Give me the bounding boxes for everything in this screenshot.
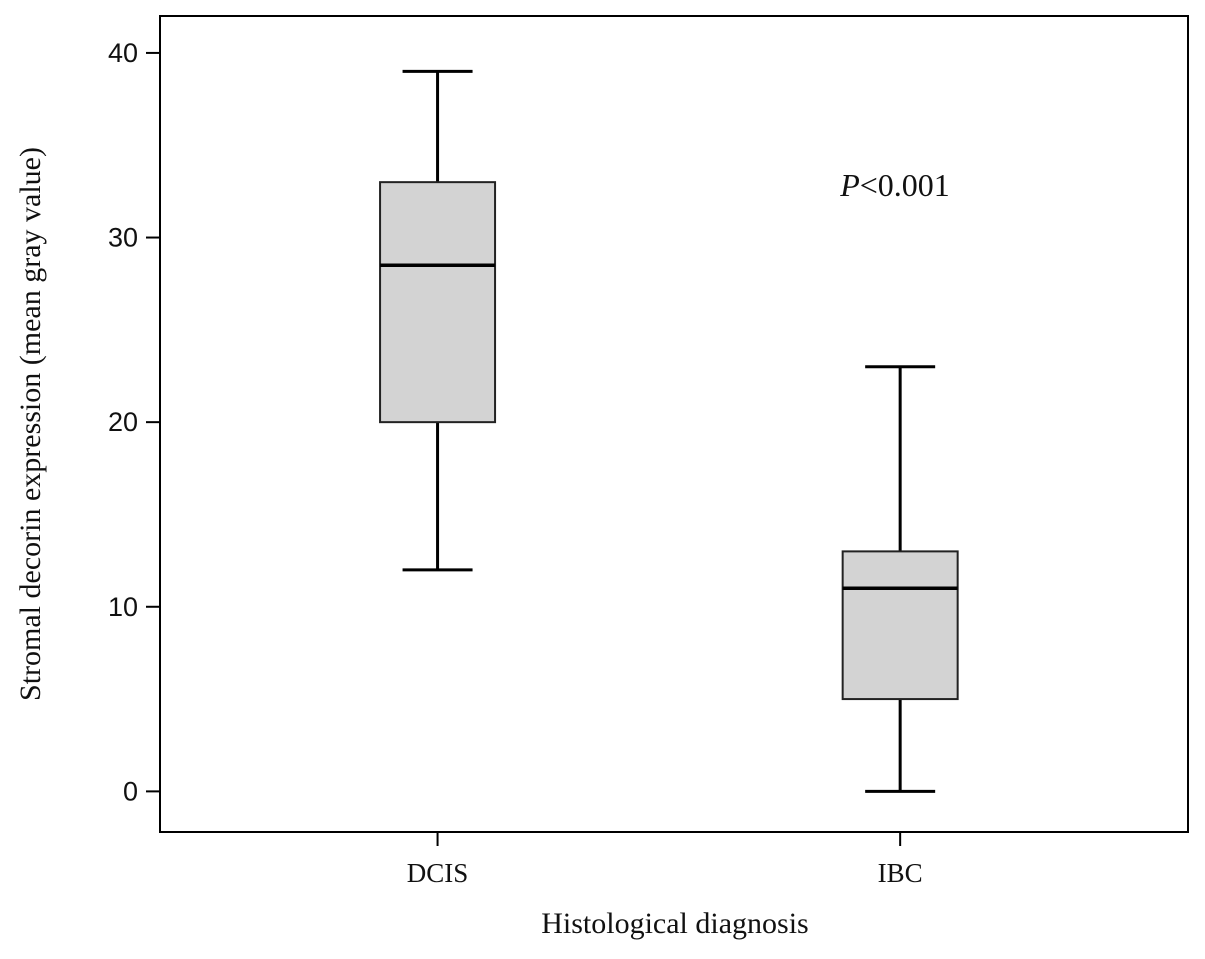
plot-frame (159, 15, 1189, 833)
p-value-text: <0.001 (860, 167, 950, 203)
y-axis-title: Stromal decorin expression (mean gray va… (14, 147, 47, 701)
box-group (379, 69, 497, 572)
box-group (841, 365, 959, 793)
y-tick-label: 30 (108, 223, 138, 253)
y-tick-label: 40 (108, 38, 138, 68)
x-axis-title: Histological diagnosis (541, 907, 808, 940)
p-value-italic: P (839, 167, 860, 203)
x-tick-label: DCIS (407, 858, 469, 888)
y-tick-label: 20 (108, 407, 138, 437)
x-tick-label: IBC (878, 858, 923, 888)
y-axis: 0 10 20 30 40 (108, 38, 160, 806)
box-iqr (379, 181, 497, 424)
p-value-annotation: P<0.001 (839, 167, 950, 203)
y-tick-label: 10 (108, 592, 138, 622)
x-axis: DCIS IBC (407, 832, 923, 888)
box-iqr (841, 550, 959, 701)
boxes (379, 69, 959, 793)
y-tick-label: 0 (123, 776, 138, 806)
